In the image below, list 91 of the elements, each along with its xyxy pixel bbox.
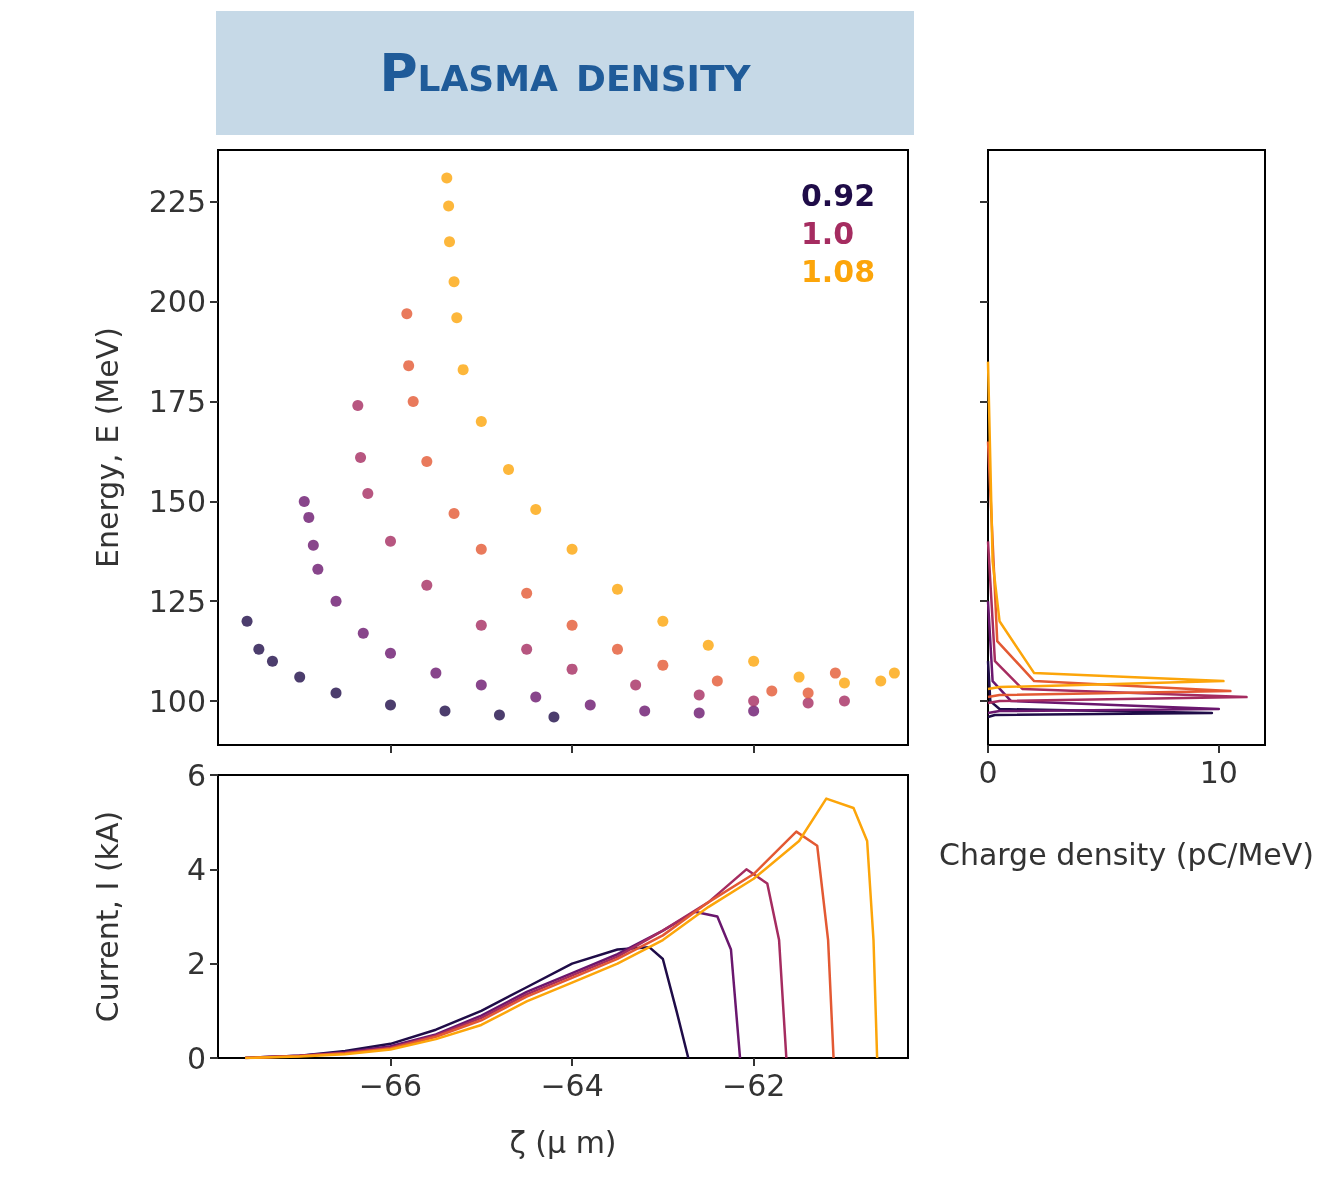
point xyxy=(521,587,533,599)
point xyxy=(475,416,487,428)
point xyxy=(448,507,460,519)
point xyxy=(439,705,451,717)
point xyxy=(802,697,814,709)
point xyxy=(298,495,310,507)
y-tick-label: 200 xyxy=(148,284,206,320)
point xyxy=(357,627,369,639)
point xyxy=(888,667,900,679)
point xyxy=(702,639,714,651)
point xyxy=(352,400,364,412)
x-tick-label: −64 xyxy=(540,1067,604,1103)
point xyxy=(838,695,850,707)
point xyxy=(530,691,542,703)
point xyxy=(475,619,487,631)
point xyxy=(457,364,469,376)
point xyxy=(766,685,778,697)
point xyxy=(748,695,760,707)
point xyxy=(657,659,669,671)
point xyxy=(630,679,642,691)
point xyxy=(793,671,805,683)
point xyxy=(430,667,442,679)
point xyxy=(503,463,515,475)
point xyxy=(548,711,560,723)
point xyxy=(711,675,723,687)
point xyxy=(303,511,315,523)
point xyxy=(241,615,253,627)
point xyxy=(475,679,487,691)
point xyxy=(611,583,623,595)
point xyxy=(362,487,374,499)
x-tick-label: −66 xyxy=(358,1067,423,1103)
point xyxy=(330,687,342,699)
x-axis-title: Charge density (pC/MeV) xyxy=(938,836,1315,872)
point xyxy=(385,647,396,659)
chart-title: Plasma density xyxy=(216,11,914,135)
y-axis-title: Energy, E (MeV) xyxy=(89,327,125,568)
point xyxy=(444,236,456,248)
y-tick-label: 0 xyxy=(186,1040,206,1076)
y-tick-label: 2 xyxy=(186,946,206,982)
point xyxy=(355,451,367,463)
point xyxy=(475,543,487,555)
text: 1.08 xyxy=(800,253,876,289)
y-tick-label: 6 xyxy=(186,757,206,793)
point xyxy=(421,579,433,591)
point xyxy=(451,312,463,324)
y-tick-label: 4 xyxy=(186,851,206,887)
point xyxy=(838,677,850,689)
point xyxy=(657,615,669,627)
point xyxy=(407,396,419,408)
point xyxy=(307,539,319,551)
point xyxy=(385,699,396,711)
x-tick-label: −62 xyxy=(722,1067,786,1103)
point xyxy=(421,455,433,467)
y-tick-label: 125 xyxy=(148,583,206,619)
y-axis-title: Current, I (kA) xyxy=(89,810,125,1023)
point xyxy=(385,535,396,547)
point xyxy=(875,675,887,687)
point xyxy=(829,667,841,679)
point xyxy=(530,503,542,515)
point xyxy=(521,643,533,655)
point xyxy=(443,200,455,212)
y-tick-label: 100 xyxy=(148,683,206,719)
x-axis-title: ζ (μ m) xyxy=(509,1124,617,1160)
point xyxy=(294,671,306,683)
line-series xyxy=(243,797,879,1060)
point xyxy=(312,563,324,575)
y-tick-label: 150 xyxy=(148,483,206,519)
point xyxy=(401,308,413,320)
point xyxy=(584,699,596,711)
point xyxy=(693,707,705,719)
text: 0.92 xyxy=(800,177,876,213)
point xyxy=(266,655,278,667)
point xyxy=(566,619,578,631)
y-tick-label: 225 xyxy=(148,184,206,220)
point xyxy=(566,543,578,555)
point xyxy=(253,643,265,655)
point xyxy=(748,655,760,667)
x-tick-label: 10 xyxy=(1199,754,1238,790)
point xyxy=(748,705,760,717)
point xyxy=(693,689,705,701)
point xyxy=(441,172,453,184)
point xyxy=(448,276,460,288)
point xyxy=(330,595,342,607)
point xyxy=(611,643,623,655)
y-tick-label: 175 xyxy=(148,384,206,420)
point xyxy=(493,709,505,721)
text: 1.0 xyxy=(800,215,855,251)
point xyxy=(639,705,651,717)
point xyxy=(802,687,814,699)
point xyxy=(566,663,578,675)
point xyxy=(403,360,415,372)
